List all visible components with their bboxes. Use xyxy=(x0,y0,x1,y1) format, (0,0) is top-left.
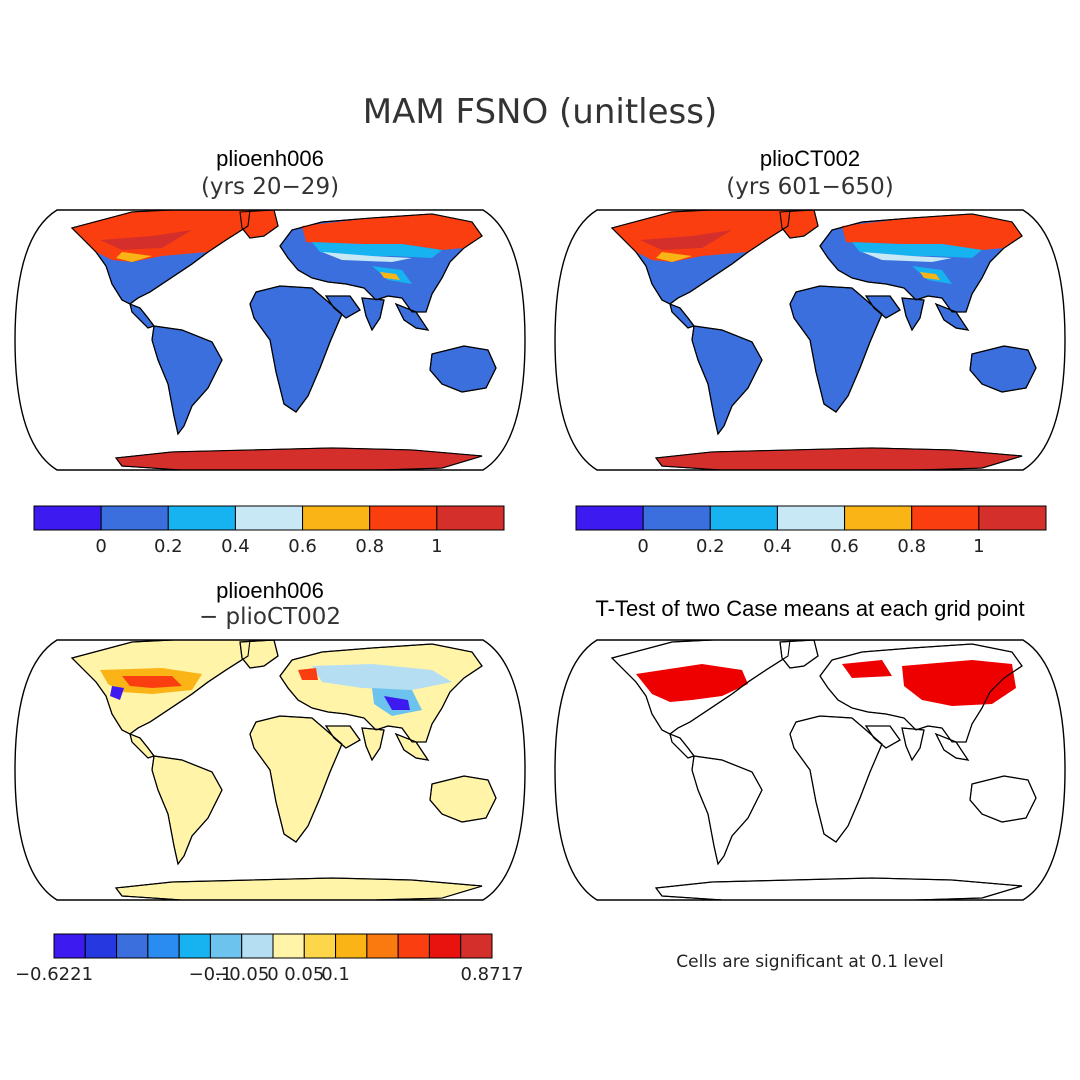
snow-band-eurasia-light xyxy=(322,252,412,262)
snow-tibet-mid xyxy=(380,272,400,280)
map-frame xyxy=(554,209,1066,471)
panel-subtitle-plioenh006: (yrs 20−29) xyxy=(200,174,340,200)
colorbar-tick-label: 1 xyxy=(431,536,442,557)
colorbar-tick-label: 0.6 xyxy=(288,536,317,557)
colorbar-swatch xyxy=(209,933,243,959)
panel-title-plioenh006: plioenh006 xyxy=(216,146,324,171)
colorbar-tick-label: 0.2 xyxy=(696,536,725,557)
map-frame xyxy=(554,639,1066,901)
colorbar-tick-label: 0.8717 xyxy=(461,964,524,985)
snow-band-namerica-max xyxy=(640,230,732,250)
colorbar-swatch xyxy=(911,505,980,531)
diff-namerica-neg xyxy=(110,686,124,700)
panel-title-pliocT002: plioCT002 xyxy=(759,146,861,171)
colorbar-swatch xyxy=(302,505,371,531)
colorbar-tick-label: 1 xyxy=(973,536,984,557)
colorbar-tick-label: 0.05 xyxy=(284,964,324,985)
colorbar-swatch xyxy=(53,933,86,959)
snow-antarctica xyxy=(116,448,482,470)
colorbar-difference: −0.6221 −0.1−0.050 0.050.1 0.8717 xyxy=(15,933,524,985)
colorbar-swatch xyxy=(428,933,462,959)
colorbar-swatch xyxy=(709,505,778,531)
diff-tibet-strong-neg xyxy=(384,696,410,710)
diff-eurasia-light-neg xyxy=(312,664,452,690)
snow-band-namerica-mid xyxy=(116,252,152,262)
colorbar-swatch xyxy=(369,505,438,531)
snow-antarctica xyxy=(656,448,1022,470)
colorbar-tick-label: 0.4 xyxy=(221,536,250,557)
map-difference xyxy=(14,639,526,901)
colorbar-plioenh006: 0 0.2 0.4 0.6 0.8 1 xyxy=(33,505,505,557)
snow-band-namerica-mid xyxy=(656,252,692,262)
colorbar-tick-label: 0.8 xyxy=(897,536,926,557)
colorbar-swatch xyxy=(241,933,274,959)
colorbar-swatch xyxy=(116,933,149,959)
panel-subtitle-difference: − plioCT002 xyxy=(198,604,342,630)
colorbar-swatch xyxy=(844,505,913,531)
colorbar-swatch xyxy=(460,933,493,959)
colorbar-swatch xyxy=(100,505,169,531)
colorbar-swatch xyxy=(303,933,337,959)
panel-subtitle-pliocT002: (yrs 601−650) xyxy=(726,174,894,200)
snow-band-namerica-max xyxy=(100,230,192,250)
map-pliocT002 xyxy=(554,209,1066,471)
colorbar-swatch xyxy=(84,933,118,959)
colorbar-tick-label: 0.1 xyxy=(321,964,350,985)
colorbar-swatch xyxy=(272,933,305,959)
diff-namerica-strong xyxy=(122,676,182,688)
colorbar-swatch xyxy=(397,933,430,959)
colorbar-swatch xyxy=(575,505,644,531)
colorbar-swatch xyxy=(978,505,1047,531)
snow-band-eurasia-light xyxy=(862,252,952,262)
panel-title-difference: plioenh006 xyxy=(216,578,324,603)
snow-band-eurasia xyxy=(302,214,482,250)
colorbar-tick-label: 0.2 xyxy=(154,536,183,557)
colorbar-tick-label: 0.8 xyxy=(355,536,384,557)
diff-europe-pos xyxy=(298,668,318,680)
colorbar-swatch xyxy=(178,933,211,959)
colorbar-swatch xyxy=(642,505,711,531)
colorbar-tick-label: 0 xyxy=(267,964,278,985)
sig-asia xyxy=(902,660,1016,706)
colorbar-swatch xyxy=(436,505,505,531)
colorbar-tick-label: −0.05 xyxy=(214,964,269,985)
colorbar-tick-label: 0.6 xyxy=(830,536,859,557)
map-ttest-significance xyxy=(554,639,1066,901)
colorbar-swatch xyxy=(33,505,102,531)
snow-tibet-mid xyxy=(920,272,940,280)
colorbar-tick-label: 0 xyxy=(637,536,648,557)
colorbar-tick-label: −0.6221 xyxy=(15,964,93,985)
figure-title: MAM FSNO (unitless) xyxy=(362,92,718,132)
diff-antarctica xyxy=(116,886,482,900)
sig-europe xyxy=(842,660,892,678)
map-frame xyxy=(14,209,526,471)
map-frame xyxy=(14,639,526,901)
map-plioenh006 xyxy=(14,209,526,471)
colorbar-tick-label: −0.1 xyxy=(189,964,233,985)
snow-band-eurasia xyxy=(842,214,1022,250)
colorbar-tick-label: 0 xyxy=(95,536,106,557)
significance-note: Cells are significant at 0.1 level xyxy=(676,952,944,972)
colorbar-swatch xyxy=(234,505,304,531)
panel-title-ttest: T-Test of two Case means at each grid po… xyxy=(595,596,1025,621)
colorbar-swatch xyxy=(776,505,846,531)
colorbar-swatch xyxy=(335,933,368,959)
colorbar-pliocT002: 0 0.2 0.4 0.6 0.8 1 xyxy=(575,505,1047,557)
colorbar-swatch xyxy=(167,505,236,531)
colorbar-swatch xyxy=(366,933,399,959)
colorbar-tick-label: 0.4 xyxy=(763,536,792,557)
sig-namerica xyxy=(636,664,748,702)
colorbar-swatch xyxy=(147,933,180,959)
